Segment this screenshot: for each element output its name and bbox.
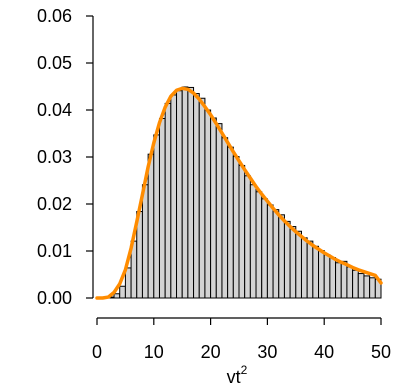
histogram-bar xyxy=(312,245,320,299)
histogram-bar xyxy=(227,146,234,299)
x-axis-title-base: vt xyxy=(227,367,241,387)
x-axis-title: vt2 xyxy=(227,363,248,387)
histogram-bar xyxy=(244,175,251,299)
histogram-bar xyxy=(278,214,285,299)
histogram-bar xyxy=(249,184,257,299)
histogram-bar xyxy=(369,277,376,299)
histogram-bar xyxy=(340,260,348,299)
y-tick-label: 0.03 xyxy=(37,147,72,167)
histogram-bar xyxy=(204,109,212,299)
x-tick-label: 50 xyxy=(371,342,391,362)
histogram-bar xyxy=(164,102,172,299)
y-tick-label: 0.06 xyxy=(37,6,72,26)
histogram-bar xyxy=(176,90,183,299)
x-tick-label: 0 xyxy=(92,342,102,362)
histogram-bar xyxy=(357,273,365,299)
histogram-bar xyxy=(113,293,121,299)
histogram-bars xyxy=(107,86,382,299)
histogram-bar xyxy=(335,262,342,299)
x-axis: 0 10 20 30 40 50 xyxy=(92,317,391,362)
histogram-bar xyxy=(272,209,280,299)
histogram-bar xyxy=(323,254,331,299)
histogram-bar xyxy=(187,86,195,299)
histogram-bar xyxy=(147,153,155,299)
histogram-bar xyxy=(266,204,274,299)
histogram-bar xyxy=(363,275,371,299)
x-tick-label: 40 xyxy=(314,342,334,362)
histogram-bar xyxy=(232,156,240,299)
y-tick-label: 0.01 xyxy=(37,241,72,261)
x-tick-label: 30 xyxy=(257,342,277,362)
histogram-bar xyxy=(283,220,291,299)
x-tick-label: 20 xyxy=(201,342,221,362)
histogram-bar xyxy=(215,123,223,299)
y-tick-label: 0.00 xyxy=(37,288,72,308)
y-tick-label: 0.02 xyxy=(37,194,72,214)
density-curve xyxy=(95,86,383,300)
histogram-bar xyxy=(289,226,297,299)
histogram-bar xyxy=(255,191,263,299)
histogram-bar xyxy=(141,184,149,299)
x-tick-label: 10 xyxy=(144,342,164,362)
y-axis: 0.00 0.01 0.02 0.03 0.04 0.05 0.06 xyxy=(37,6,94,308)
x-axis-title-superscript: 2 xyxy=(241,363,248,377)
histogram-bar xyxy=(124,267,132,299)
y-tick-label: 0.04 xyxy=(37,100,72,120)
histogram-bar xyxy=(300,237,308,299)
histogram-bar xyxy=(158,117,166,299)
histogram-bar xyxy=(295,230,302,299)
histogram-bar xyxy=(119,285,126,299)
histogram-bar xyxy=(352,269,359,299)
histogram-bar xyxy=(170,94,178,299)
histogram-bar xyxy=(193,93,200,299)
histogram-bar xyxy=(306,240,314,299)
histogram-bar xyxy=(221,137,229,299)
histogram-bar xyxy=(329,257,337,299)
histogram-bar xyxy=(261,198,268,299)
histogram-bar xyxy=(238,164,246,299)
histogram-bar xyxy=(318,250,325,299)
y-tick-label: 0.05 xyxy=(37,53,72,73)
histogram-bar xyxy=(346,266,354,299)
histogram-bar xyxy=(153,134,160,299)
histogram-bar xyxy=(181,86,189,299)
histogram-bar xyxy=(210,117,217,299)
histogram-bar xyxy=(198,97,206,299)
